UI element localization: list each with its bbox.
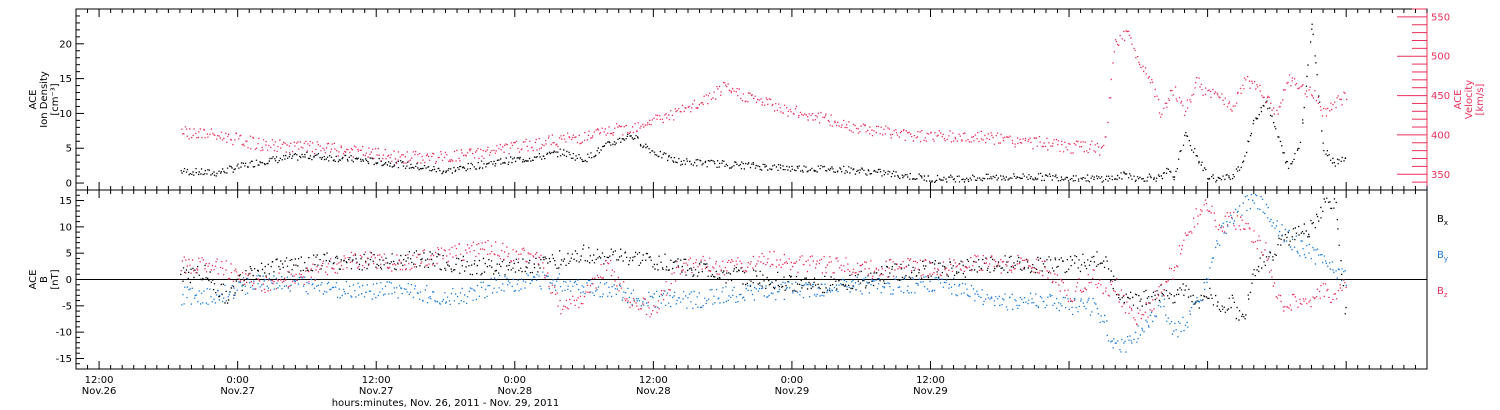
density-tick-label: 5 — [66, 144, 72, 155]
x-tick-date: Nov.28 — [636, 386, 671, 397]
x-tick-time: 0:00 — [504, 375, 526, 386]
top-plot-frame — [75, 8, 1428, 191]
density-tick-label: 20 — [59, 39, 72, 50]
b-axis-title-line: [nT] — [50, 269, 61, 289]
x-tick-date: Nov.29 — [775, 386, 810, 397]
x-tick-date: Nov.29 — [913, 386, 948, 397]
density-tick-label: 10 — [59, 109, 72, 120]
legend-symbol: B — [1437, 286, 1444, 297]
density-axis-title: ACE Ion Density [cm⁻³] — [28, 71, 61, 128]
density-axis-title-line: ACE — [28, 90, 39, 110]
x-tick-date: Nov.28 — [497, 386, 532, 397]
x-axis: 12:00Nov.260:00Nov.2712:00Nov.270:00Nov.… — [75, 9, 1428, 409]
velocity-points — [181, 30, 1348, 165]
density-tick-label: 15 — [59, 74, 72, 85]
x-tick-time: 0:00 — [226, 375, 248, 386]
bx-legend-label: Bx — [1437, 214, 1448, 227]
b-tick-label: 5 — [66, 249, 72, 260]
density-tick-label: 0 — [66, 179, 72, 190]
x-tick-date: Nov.26 — [82, 386, 117, 397]
legend-symbol: B — [1437, 250, 1444, 261]
velocity-tick-label: 400 — [1431, 130, 1450, 141]
x-tick-time: 12:00 — [916, 375, 945, 386]
velocity-tick-label: 450 — [1431, 91, 1450, 102]
legend-symbol: B — [1437, 214, 1444, 225]
b-axis-title-line: ACE — [28, 270, 39, 290]
density-axis-title-line: [cm⁻³] — [50, 83, 61, 115]
b-axis-title: ACE B [nT] — [28, 269, 61, 289]
velocity-axis-title-line: Velocity — [1464, 80, 1475, 119]
velocity-axis-title-line: [km/s] — [1475, 83, 1486, 115]
legend-subscript: y — [1444, 255, 1448, 263]
b-axis-title-line: B — [39, 276, 50, 283]
bz-component-points — [180, 199, 1347, 326]
x-tick-date: Nov.27 — [359, 386, 394, 397]
x-tick-date: Nov.27 — [220, 386, 255, 397]
b-tick-label: -10 — [56, 328, 72, 339]
velocity-tick-label: 550 — [1431, 12, 1450, 23]
b-tick-label: -15 — [56, 354, 72, 365]
by-component-points — [181, 193, 1348, 353]
bz-legend-label: Bz — [1437, 286, 1448, 299]
legend-subscript: z — [1444, 291, 1448, 299]
legend-subscript: x — [1444, 219, 1448, 227]
velocity-axis-title: ACE Velocity [km/s] — [1453, 80, 1486, 119]
velocity-axis-title-line: ACE — [1453, 90, 1464, 110]
x-tick-time: 12:00 — [85, 375, 114, 386]
bx-component-points — [180, 197, 1347, 321]
ion-density-points — [180, 23, 1347, 183]
density-axis-title-line: Ion Density — [39, 71, 50, 128]
x-tick-time: 12:00 — [639, 375, 668, 386]
b-tick-label: -5 — [62, 301, 72, 312]
x-tick-time: 0:00 — [781, 375, 803, 386]
b-tick-label: 10 — [59, 222, 72, 233]
b-tick-label: 15 — [59, 196, 72, 207]
velocity-tick-label: 500 — [1431, 52, 1450, 63]
velocity-tick-label: 350 — [1431, 170, 1450, 181]
x-axis-title: hours:minutes, Nov. 26, 2011 - Nov. 29, … — [332, 398, 560, 409]
x-tick-time: 12:00 — [362, 375, 391, 386]
by-legend-label: By — [1437, 250, 1448, 263]
b-tick-label: 0 — [66, 275, 72, 286]
